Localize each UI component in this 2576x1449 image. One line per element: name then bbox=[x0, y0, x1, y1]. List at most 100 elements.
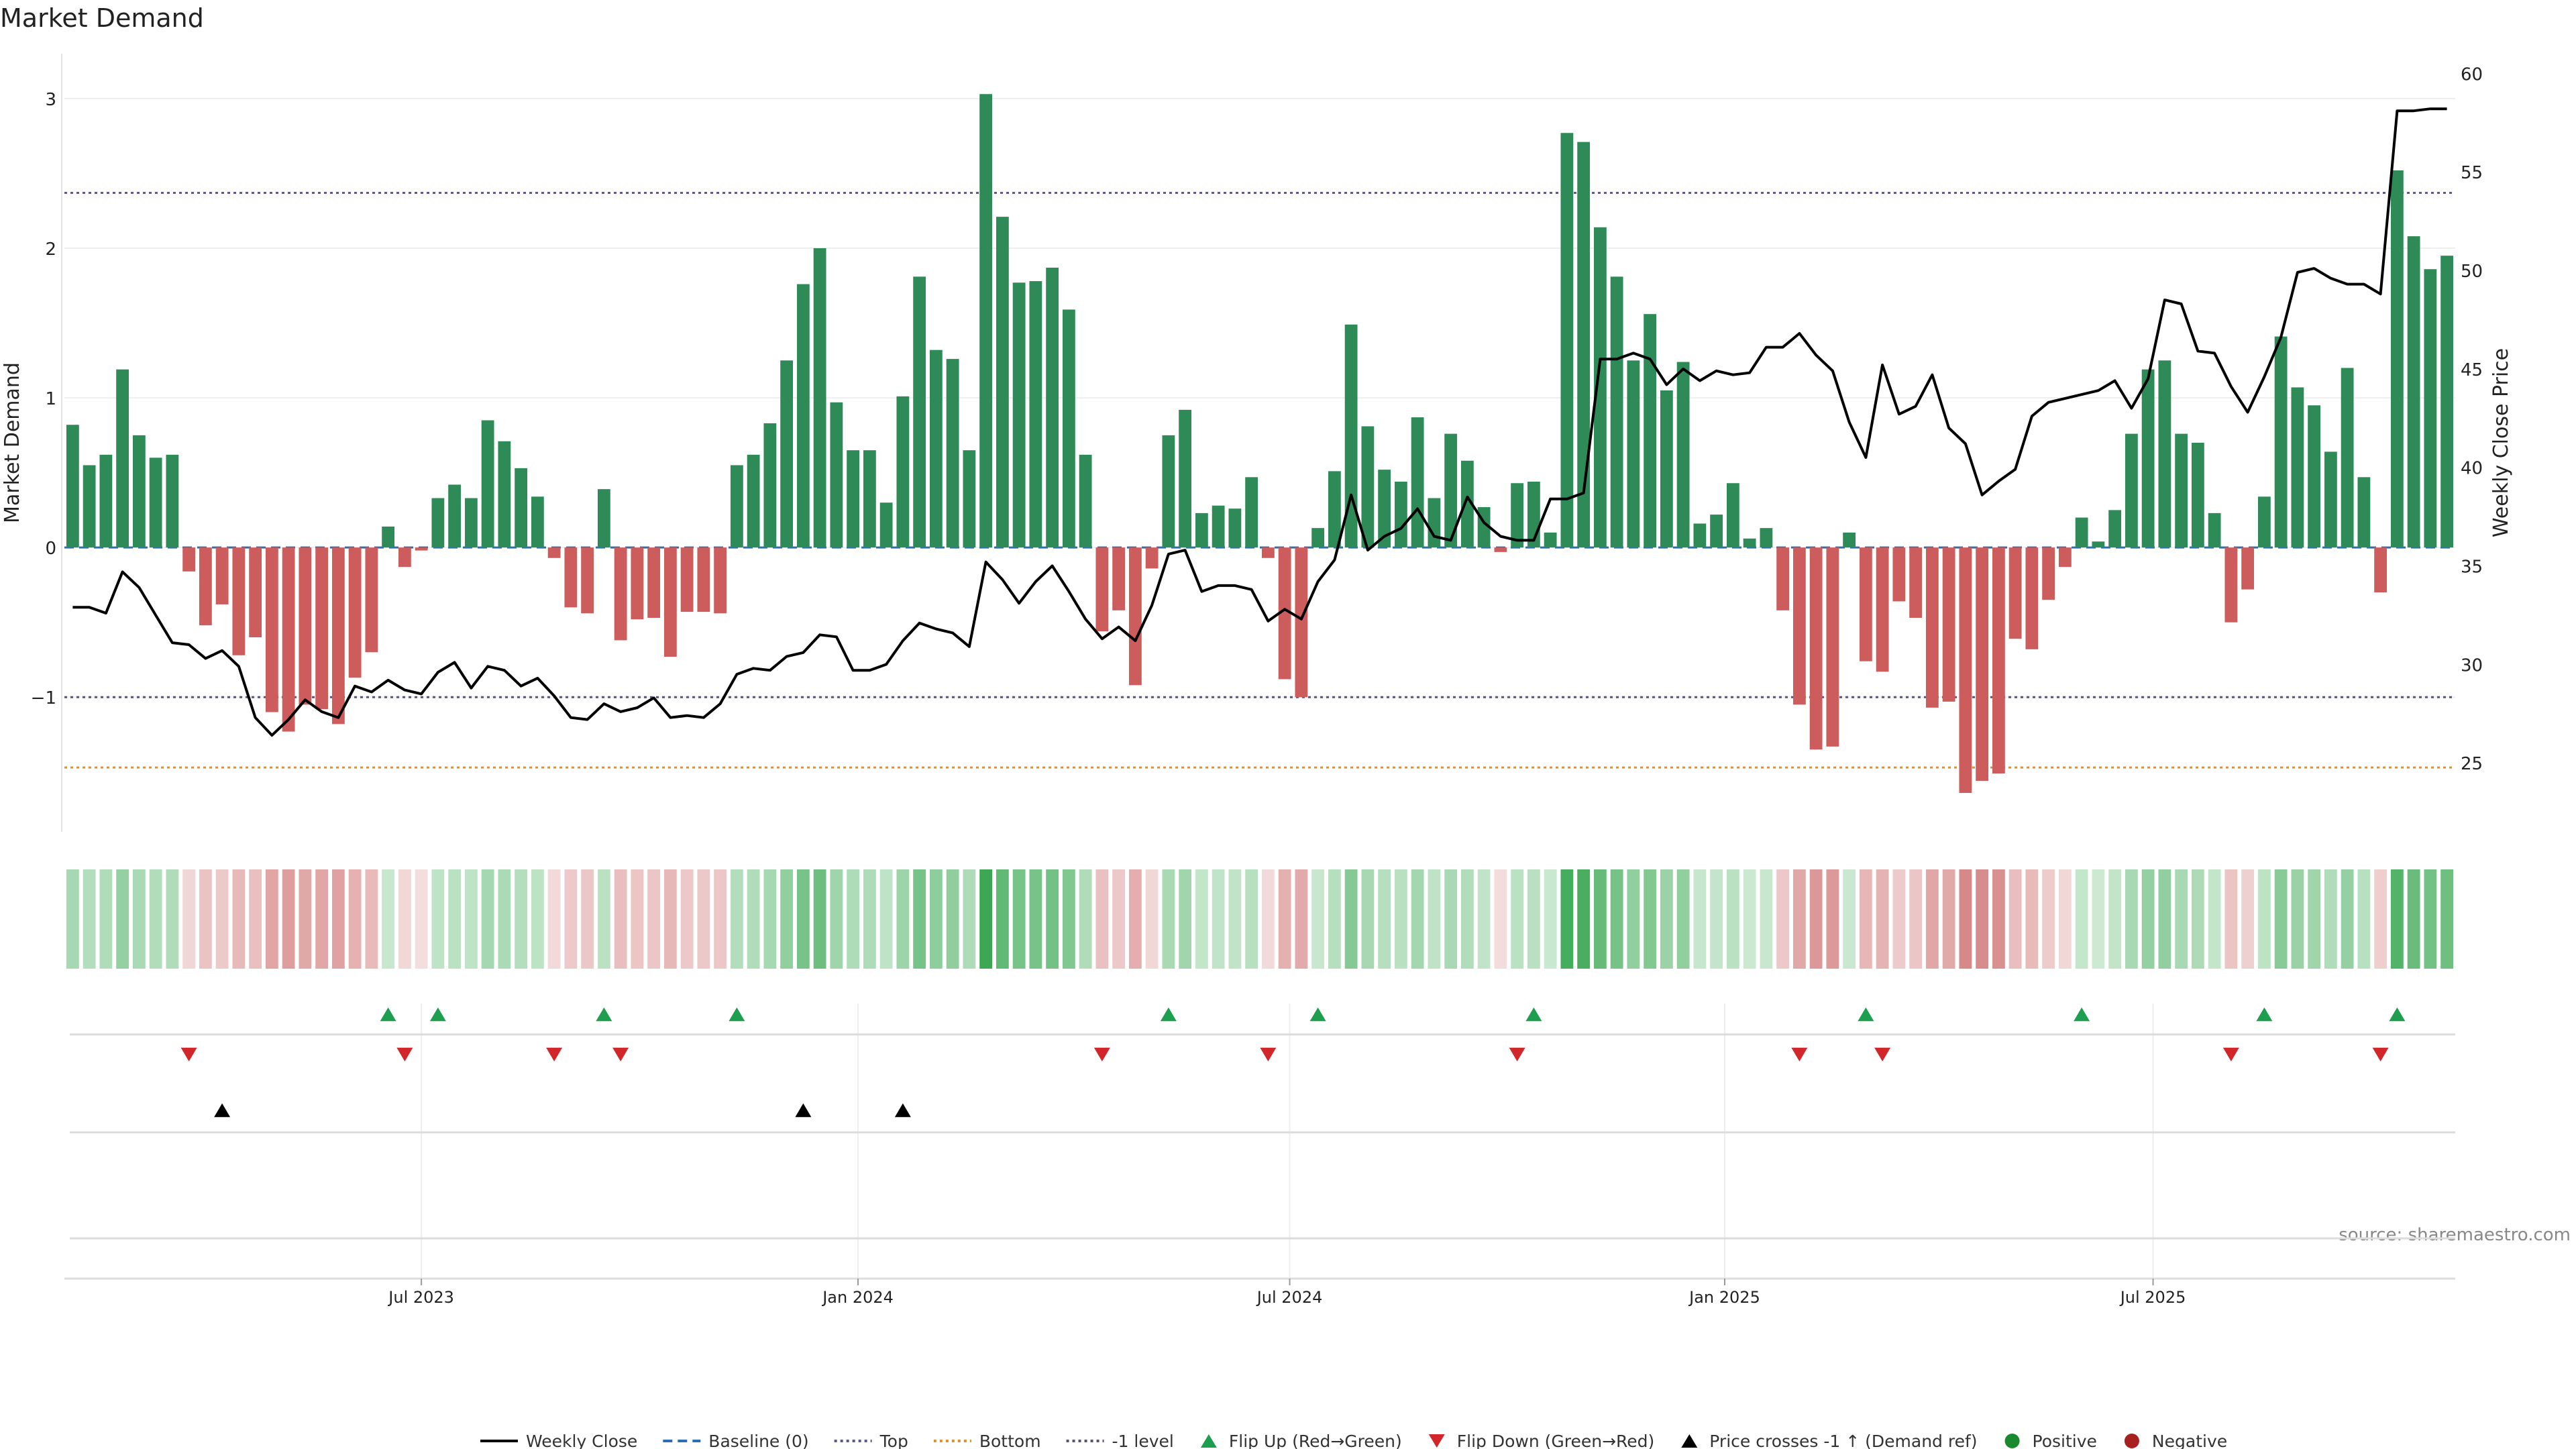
demand-bar bbox=[1511, 483, 1524, 548]
heat-cell bbox=[830, 869, 843, 969]
heat-cell bbox=[1560, 869, 1574, 969]
heat-cell bbox=[481, 869, 494, 969]
demand-bar bbox=[1544, 532, 1557, 548]
heat-cell bbox=[1062, 869, 1075, 969]
heat-cell bbox=[1460, 869, 1474, 969]
heat-cell bbox=[896, 869, 910, 969]
heat-cell bbox=[331, 869, 345, 969]
x-tick-label: Jul 2025 bbox=[2119, 1288, 2186, 1307]
heat-cell bbox=[1925, 869, 1939, 969]
demand-bar bbox=[1676, 362, 1690, 548]
demand-bar bbox=[1444, 433, 1458, 548]
flip-up-marker bbox=[1525, 1007, 1542, 1022]
demand-bar bbox=[879, 502, 893, 548]
heat-cell bbox=[382, 869, 395, 969]
heat-cell bbox=[2324, 869, 2337, 969]
demand-bar bbox=[1644, 314, 1657, 548]
heat-cell bbox=[1892, 869, 1906, 969]
heat-cell bbox=[2125, 869, 2138, 969]
heat-cell bbox=[796, 869, 810, 969]
demand-bar bbox=[2125, 433, 2138, 548]
y-axis-label: Market Demand bbox=[1, 362, 24, 523]
y2-tick-label: 30 bbox=[2461, 655, 2483, 676]
demand-bar bbox=[66, 425, 79, 548]
demand-bar bbox=[1394, 482, 1407, 548]
heat-cell bbox=[265, 869, 278, 969]
heat-cell bbox=[1792, 869, 1806, 969]
demand-bar bbox=[531, 496, 544, 548]
heat-cell bbox=[1095, 869, 1109, 969]
heat-cell bbox=[1361, 869, 1375, 969]
demand-bar bbox=[2390, 170, 2404, 548]
heat-cell bbox=[182, 869, 196, 969]
demand-bar bbox=[1378, 470, 1391, 548]
heat-cell bbox=[1128, 869, 1142, 969]
heat-cell bbox=[2141, 869, 2155, 969]
demand-bar bbox=[1909, 547, 1923, 618]
demand-bar bbox=[382, 526, 395, 548]
heat-cell bbox=[1245, 869, 1258, 969]
heat-cell bbox=[1261, 869, 1275, 969]
heat-cell bbox=[66, 869, 79, 969]
heat-cell bbox=[215, 869, 229, 969]
heat-cell bbox=[2191, 869, 2204, 969]
heat-cell bbox=[2341, 869, 2354, 969]
heat-cell bbox=[1942, 869, 1955, 969]
heat-cell bbox=[1859, 869, 1872, 969]
heat-cell bbox=[1610, 869, 1623, 969]
heat-cell bbox=[1428, 869, 1441, 969]
heat-cell bbox=[1976, 869, 1989, 969]
demand-bar bbox=[680, 547, 694, 612]
heat-cell bbox=[1693, 869, 1707, 969]
demand-bar bbox=[2440, 256, 2454, 548]
heat-cell bbox=[1394, 869, 1407, 969]
demand-bar bbox=[581, 547, 594, 614]
x-tick-label: Jul 2024 bbox=[1256, 1288, 1323, 1307]
heat-cell bbox=[1228, 869, 1242, 969]
demand-bar bbox=[830, 402, 843, 548]
demand-bar bbox=[1560, 133, 1574, 548]
heat-cell bbox=[2042, 869, 2055, 969]
flip-up-marker bbox=[2074, 1007, 2090, 1022]
demand-bar bbox=[2008, 547, 2022, 639]
heat-cell bbox=[663, 869, 677, 969]
demand-bar bbox=[2374, 547, 2387, 593]
heat-cell bbox=[132, 869, 146, 969]
demand-bar bbox=[1843, 532, 1856, 548]
demand-bar bbox=[747, 454, 760, 548]
heat-cell bbox=[1710, 869, 1723, 969]
demand-bar bbox=[1245, 477, 1258, 548]
legend-swatch bbox=[1428, 1434, 1445, 1448]
heat-cell bbox=[415, 869, 428, 969]
demand-bar bbox=[448, 484, 462, 548]
heat-cell bbox=[1046, 869, 1059, 969]
legend-label: Weekly Close bbox=[526, 1432, 637, 1449]
legend-item: Price crosses -1 ↑ (Demand ref) bbox=[1681, 1432, 1978, 1449]
heat-cell bbox=[2108, 869, 2122, 969]
flip-down-marker bbox=[612, 1047, 629, 1062]
demand-bar bbox=[697, 547, 710, 612]
demand-bar bbox=[1760, 528, 1773, 548]
heat-cell bbox=[1328, 869, 1341, 969]
heat-cell bbox=[2241, 869, 2255, 969]
flip-up-marker bbox=[596, 1007, 612, 1022]
flip-down-marker bbox=[2372, 1047, 2389, 1062]
heat-cell bbox=[2291, 869, 2304, 969]
heat-cell bbox=[448, 869, 462, 969]
demand-bar bbox=[1361, 426, 1375, 548]
heat-cell bbox=[1212, 869, 1225, 969]
heat-cell bbox=[2224, 869, 2238, 969]
heat-cell bbox=[1378, 869, 1391, 969]
flip-up-marker bbox=[729, 1007, 745, 1022]
x-tick-label: Jan 2024 bbox=[821, 1288, 894, 1307]
legend-label: -1 level bbox=[1112, 1432, 1174, 1449]
demand-bar bbox=[498, 441, 511, 548]
demand-bar bbox=[1577, 142, 1591, 548]
y2-tick-label: 50 bbox=[2461, 262, 2483, 282]
heat-cell bbox=[2175, 869, 2188, 969]
y-tick-label: 2 bbox=[45, 239, 56, 260]
demand-bar bbox=[182, 547, 196, 572]
demand-bar bbox=[2175, 433, 2188, 548]
legend-swatch bbox=[2124, 1434, 2139, 1448]
demand-bar bbox=[1428, 498, 1441, 548]
